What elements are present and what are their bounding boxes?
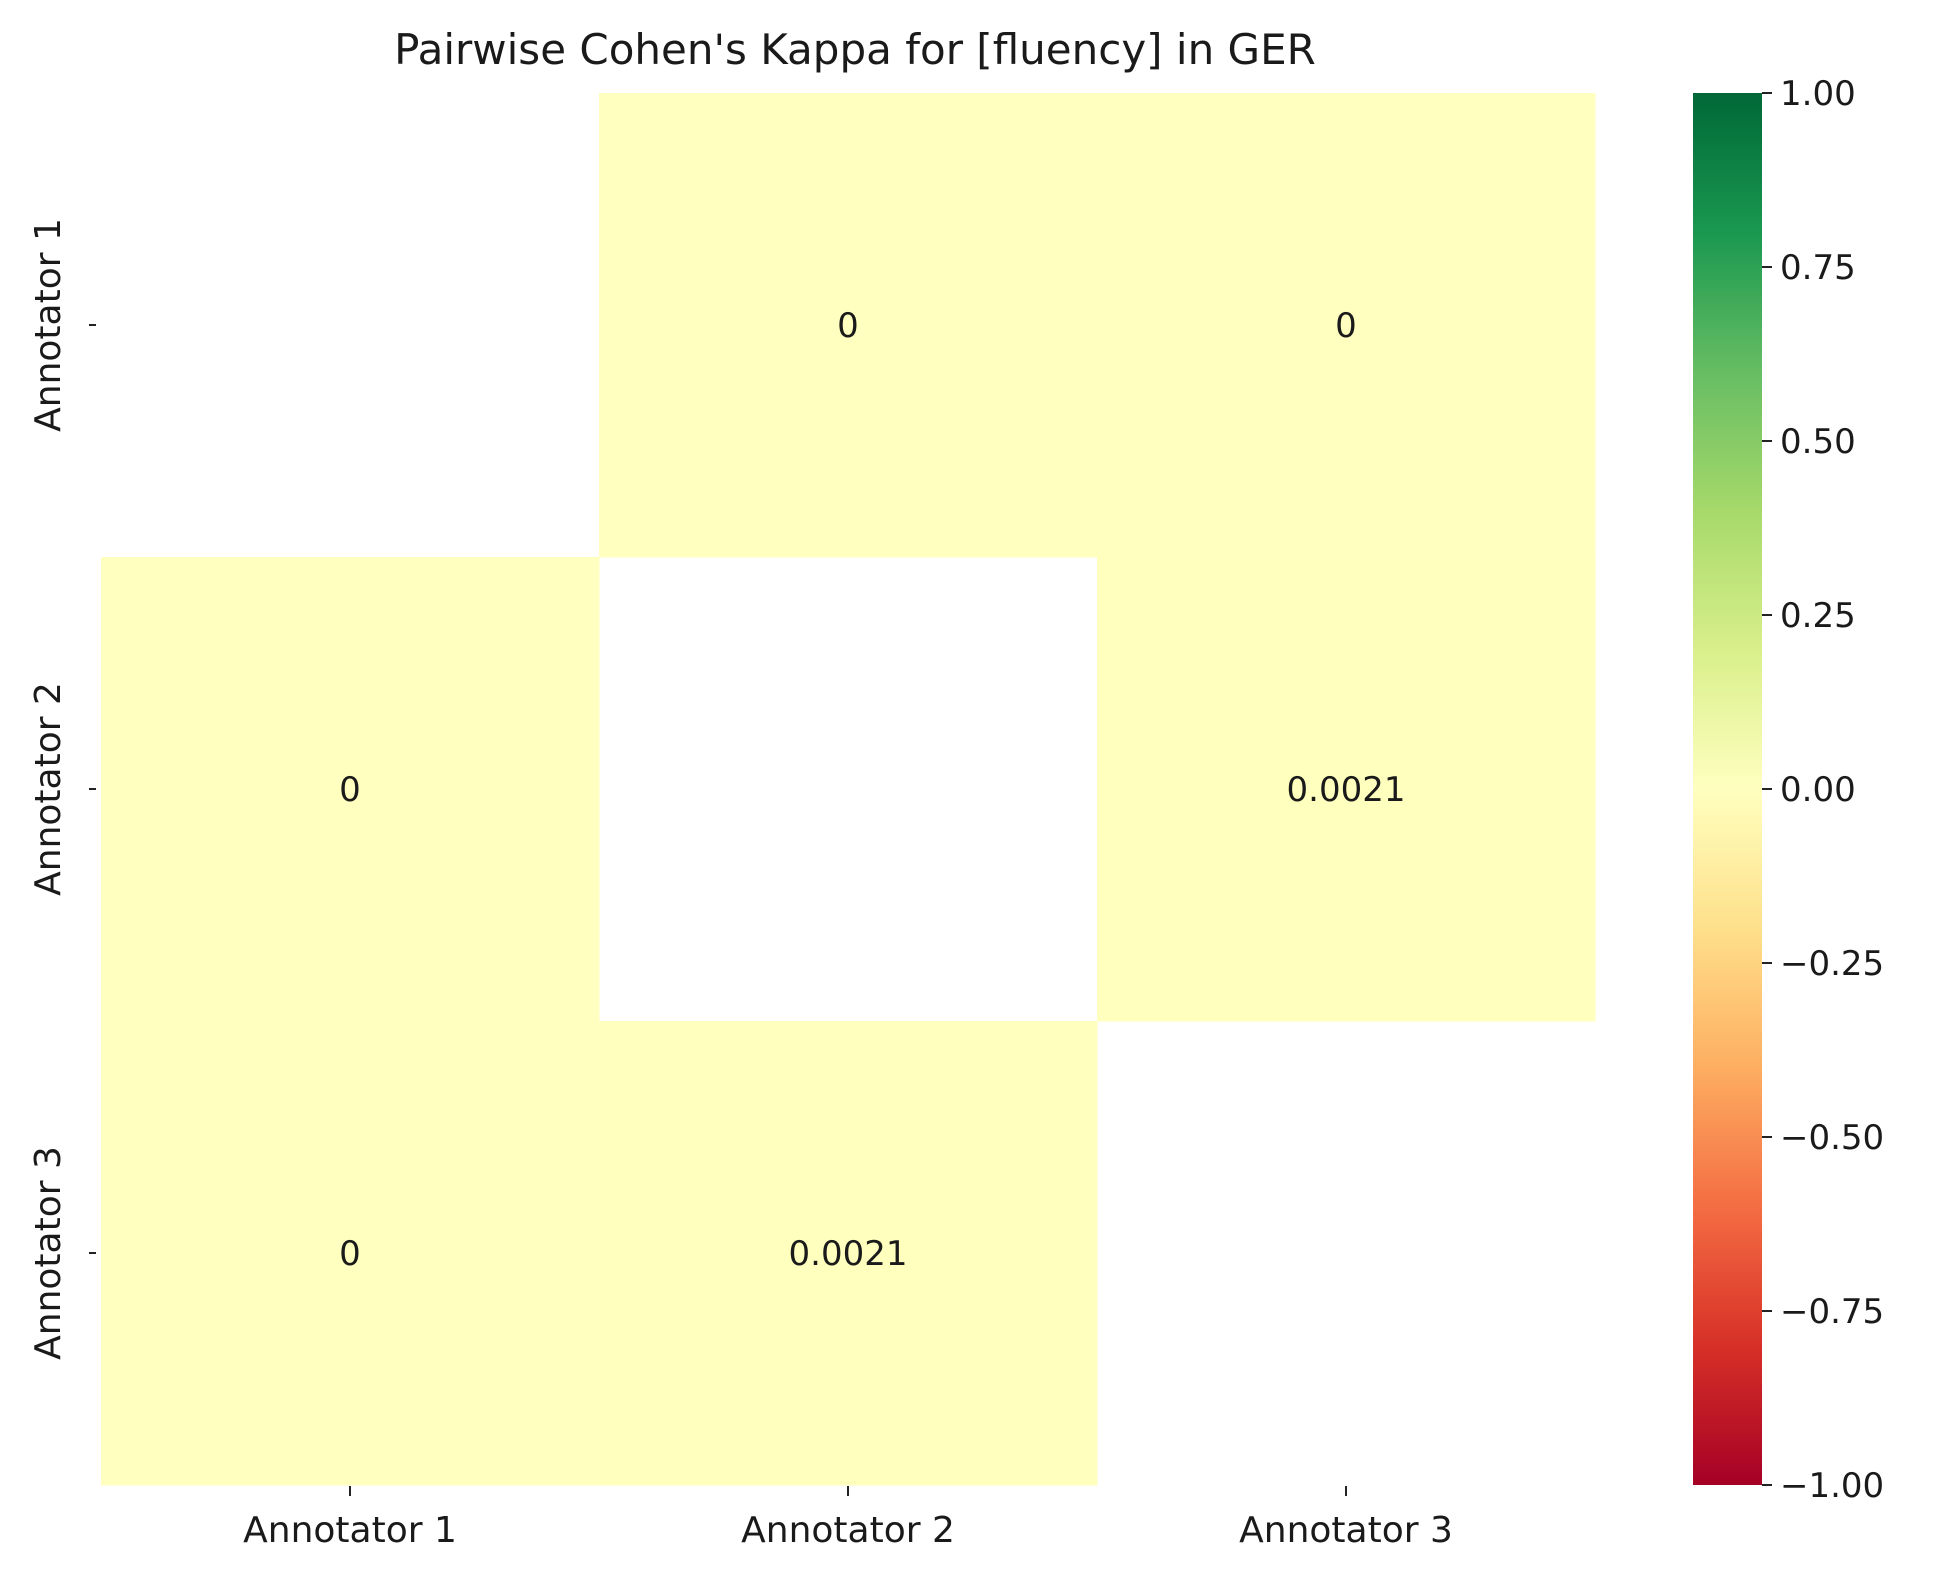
heatmap-cell-r1-c2 [599,93,1098,558]
colorbar [1693,93,1762,1485]
colorbar-gradient [1693,93,1762,1485]
heatmap-cell-r1-c3 [1097,93,1596,558]
colorbar-tick-label-7: −0.50 [1780,1118,1884,1158]
heatmap-cell-r3-c1 [101,1021,600,1486]
x-tick-label-3: Annotator 3 [1239,1510,1453,1551]
cell-label-r3-c1: 0 [339,1234,361,1274]
heatmap-cell-r2-c3 [1097,557,1596,1022]
y-tick-label-2: Annotator 2 [28,682,69,896]
y-tick-label-1: Annotator 1 [28,218,69,432]
y-axis: Annotator 1 Annotator 2 Annotator 3 [28,218,96,1360]
x-tick-label-2: Annotator 2 [741,1510,955,1551]
chart-title: Pairwise Cohen's Kappa for [fluency] in … [394,25,1316,74]
x-axis: Annotator 1 Annotator 2 Annotator 3 [243,1486,1453,1551]
cell-label-r1-c2: 0 [837,306,859,346]
cell-label-r2-c1: 0 [339,770,361,810]
y-tick-label-3: Annotator 3 [28,1146,69,1360]
x-tick-label-1: Annotator 1 [243,1510,457,1551]
colorbar-ticks: 1.00 0.75 0.50 0.25 0.00 −0.25 −0.50 −0.75 −1.00 [1762,74,1884,1506]
cell-label-r3-c2: 0.0021 [789,1234,908,1274]
heatmap-cells [101,93,1596,1486]
heatmap-cell-r3-c2 [599,1021,1098,1486]
colorbar-tick-label-2: 0.75 [1780,248,1856,288]
colorbar-tick-label-4: 0.25 [1780,596,1856,636]
cell-label-r2-c3: 0.0021 [1287,770,1406,810]
colorbar-tick-label-9: −1.00 [1780,1466,1884,1506]
colorbar-tick-label-5: 0.00 [1780,770,1856,810]
colorbar-tick-label-8: −0.75 [1780,1292,1884,1332]
colorbar-tick-label-6: −0.25 [1780,944,1884,984]
colorbar-tick-label-3: 0.50 [1780,422,1856,462]
heatmap-cell-labels: 0 0 0 0.0021 0 0.0021 [339,306,1405,1274]
cell-label-r1-c3: 0 [1335,306,1357,346]
heatmap-cell-r2-c1 [101,557,600,1022]
colorbar-tick-label-1: 1.00 [1780,74,1856,114]
